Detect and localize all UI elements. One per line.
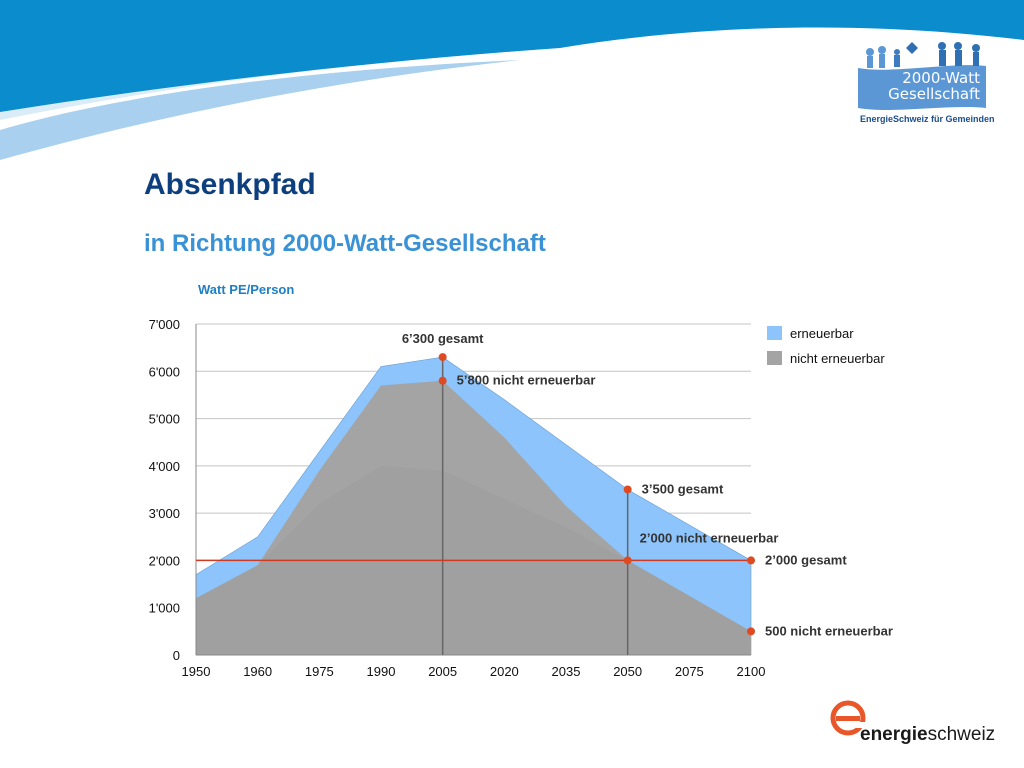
y-tick-label: 6'000: [149, 364, 180, 379]
annotation-label: 6’300 gesamt: [402, 331, 484, 346]
logo-caption: EnergieSchweiz für Gemeinden: [860, 114, 995, 124]
data-marker: [623, 556, 632, 565]
x-tick-label: 2005: [428, 664, 457, 679]
slide-title: Absenkpfad: [144, 168, 316, 201]
x-tick-label: 2050: [613, 664, 642, 679]
x-tick-label: 1960: [243, 664, 272, 679]
energieschweiz-wordmark: energieschweiz: [860, 724, 996, 745]
x-tick-label: 2020: [490, 664, 519, 679]
area-nicht-erneuerbar: [196, 380, 751, 655]
data-marker: [747, 627, 755, 636]
chart-x-ticks: 1950 1960 1975 1990 2005 2020 2035 2050 2075 2100: [182, 664, 766, 679]
annotation-label: 3’500 gesamt: [642, 482, 724, 497]
x-tick-label: 1950: [182, 664, 211, 679]
data-marker: [623, 485, 632, 494]
header-wave-decoration: [0, 0, 1024, 160]
x-tick-label: 2100: [737, 664, 766, 679]
slide-subtitle: in Richtung 2000-Watt-Gesellschaft: [144, 230, 546, 257]
chart-legend: erneuerbar nicht erneuerbar: [767, 326, 885, 366]
legend-label: erneuerbar: [790, 326, 854, 341]
y-tick-label: 3'000: [149, 506, 180, 521]
data-marker: [438, 353, 447, 362]
legend-label: nicht erneuerbar: [790, 351, 885, 366]
legend-swatch: [767, 351, 782, 365]
x-tick-label: 2035: [552, 664, 581, 679]
chart-y-ticks: 0 1'000 2'000 3'000 4'000 5'000 6'000 7'000: [149, 317, 180, 663]
y-tick-label: 2'000: [149, 553, 180, 568]
x-tick-label: 1990: [367, 664, 396, 679]
annotation-label: 2’000 gesamt: [765, 552, 847, 567]
y-tick-label: 4'000: [149, 459, 180, 474]
annotation-label: 500 nicht erneuerbar: [765, 623, 893, 638]
annotation-label: 5’800 nicht erneuerbar: [457, 373, 596, 388]
logo-text-line2: Gesellschaft: [888, 85, 980, 103]
x-tick-label: 2075: [675, 664, 704, 679]
y-tick-label: 5'000: [149, 412, 180, 427]
energieschweiz-e-icon: [830, 700, 866, 736]
y-tick-label: 0: [173, 648, 180, 663]
data-marker: [438, 376, 447, 385]
data-marker: [747, 556, 755, 565]
annotation-label: 2’000 nicht erneuerbar: [640, 530, 779, 545]
y-tick-label: 1'000: [149, 601, 180, 616]
chart-markers: [438, 353, 755, 636]
y-tick-label: 7'000: [149, 317, 180, 332]
energieschweiz-logo: energieschweiz: [830, 700, 995, 750]
x-tick-label: 1975: [305, 664, 334, 679]
2000-watt-gesellschaft-logo: 2000-Watt Gesellschaft: [852, 38, 992, 130]
chart-reference-lines: [195, 324, 751, 656]
chart-annotations: 6’300 gesamt 5’800 nicht erneuerbar 3’500 …: [402, 331, 893, 638]
legend-swatch: [767, 326, 782, 340]
chart-unit-label: Watt PE/Person: [198, 282, 294, 297]
logo-text-line1: 2000-Watt: [902, 69, 980, 87]
chart-areas: [195, 356, 752, 656]
